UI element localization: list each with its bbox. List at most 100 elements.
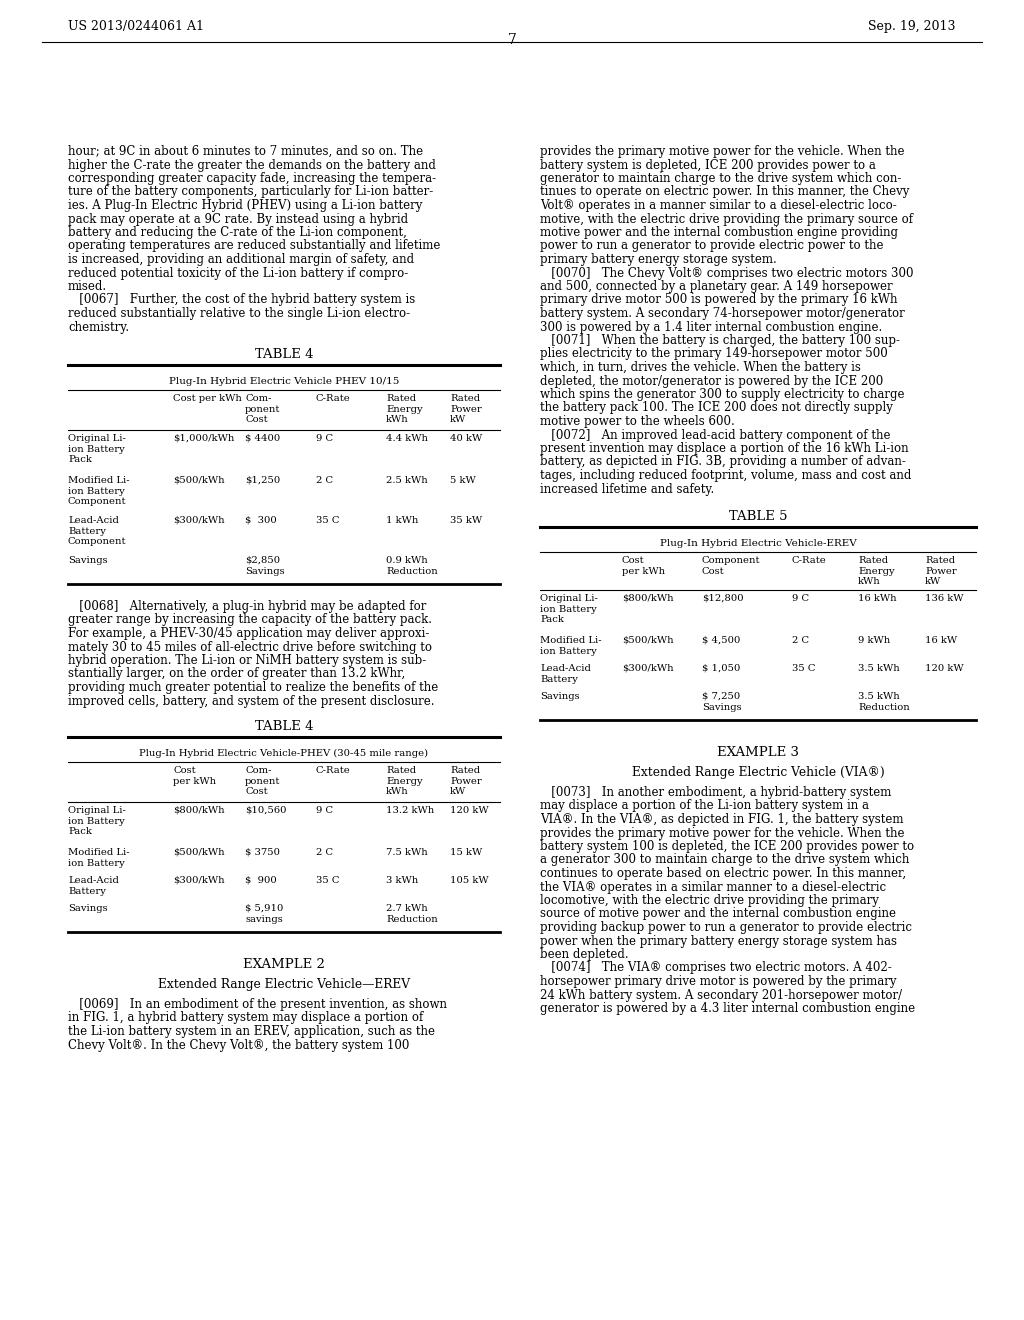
Text: For example, a PHEV-30/45 application may deliver approxi-: For example, a PHEV-30/45 application ma… (68, 627, 429, 640)
Text: [0072]   An improved lead-acid battery component of the: [0072] An improved lead-acid battery com… (540, 429, 891, 441)
Text: and 500, connected by a planetary gear. A 149 horsepower: and 500, connected by a planetary gear. … (540, 280, 893, 293)
Text: depleted, the motor/generator is powered by the ICE 200: depleted, the motor/generator is powered… (540, 375, 884, 388)
Text: [0067]   Further, the cost of the hybrid battery system is: [0067] Further, the cost of the hybrid b… (68, 293, 416, 306)
Text: reduced substantially relative to the single Li-ion electro-: reduced substantially relative to the si… (68, 308, 411, 319)
Text: reduced potential toxicity of the Li-ion battery if compro-: reduced potential toxicity of the Li-ion… (68, 267, 409, 280)
Text: battery system 100 is depleted, the ICE 200 provides power to: battery system 100 is depleted, the ICE … (540, 840, 914, 853)
Text: 7.5 kWh: 7.5 kWh (386, 847, 428, 857)
Text: 300 is powered by a 1.4 liter internal combustion engine.: 300 is powered by a 1.4 liter internal c… (540, 321, 883, 334)
Text: Rated
Energy
kWh: Rated Energy kWh (386, 393, 423, 425)
Text: $12,800: $12,800 (702, 594, 743, 603)
Text: battery, as depicted in FIG. 3B, providing a number of advan-: battery, as depicted in FIG. 3B, providi… (540, 455, 906, 469)
Text: motive power to the wheels 600.: motive power to the wheels 600. (540, 414, 735, 428)
Text: Original Li-
ion Battery
Pack: Original Li- ion Battery Pack (68, 807, 126, 837)
Text: Original Li-
ion Battery
Pack: Original Li- ion Battery Pack (540, 594, 598, 624)
Text: VIA®. In the VIA®, as depicted in FIG. 1, the battery system: VIA®. In the VIA®, as depicted in FIG. 1… (540, 813, 903, 826)
Text: Modified Li-
ion Battery: Modified Li- ion Battery (68, 847, 130, 867)
Text: tinues to operate on electric power. In this manner, the Chevy: tinues to operate on electric power. In … (540, 186, 909, 198)
Text: 2 C: 2 C (316, 477, 333, 484)
Text: improved cells, battery, and system of the present disclosure.: improved cells, battery, and system of t… (68, 694, 434, 708)
Text: 24 kWh battery system. A secondary 201-horsepower motor/: 24 kWh battery system. A secondary 201-h… (540, 989, 902, 1002)
Text: which spins the generator 300 to supply electricity to charge: which spins the generator 300 to supply … (540, 388, 904, 401)
Text: the VIA® operates in a similar manner to a diesel-electric: the VIA® operates in a similar manner to… (540, 880, 886, 894)
Text: Rated
Power
kW: Rated Power kW (450, 766, 481, 796)
Text: been depleted.: been depleted. (540, 948, 629, 961)
Text: providing backup power to run a generator to provide electric: providing backup power to run a generato… (540, 921, 912, 935)
Text: EXAMPLE 3: EXAMPLE 3 (717, 746, 799, 759)
Text: 4.4 kWh: 4.4 kWh (386, 434, 428, 444)
Text: 2 C: 2 C (316, 847, 333, 857)
Text: generator is powered by a 4.3 liter internal combustion engine: generator is powered by a 4.3 liter inte… (540, 1002, 915, 1015)
Text: 120 kW: 120 kW (925, 664, 964, 673)
Text: power when the primary battery energy storage system has: power when the primary battery energy st… (540, 935, 897, 948)
Text: Plug-In Hybrid Electric Vehicle-EREV: Plug-In Hybrid Electric Vehicle-EREV (659, 539, 856, 548)
Text: $  300: $ 300 (245, 516, 276, 525)
Text: TABLE 4: TABLE 4 (255, 719, 313, 733)
Text: mately 30 to 45 miles of all-electric drive before switching to: mately 30 to 45 miles of all-electric dr… (68, 640, 432, 653)
Text: $10,560: $10,560 (245, 807, 287, 814)
Text: Volt® operates in a manner similar to a diesel-electric loco-: Volt® operates in a manner similar to a … (540, 199, 897, 213)
Text: stantially larger, on the order of greater than 13.2 kWhr,: stantially larger, on the order of great… (68, 668, 406, 681)
Text: 35 kW: 35 kW (450, 516, 482, 525)
Text: EXAMPLE 2: EXAMPLE 2 (243, 958, 325, 972)
Text: $300/kWh: $300/kWh (173, 876, 224, 884)
Text: $800/kWh: $800/kWh (173, 807, 224, 814)
Text: 40 kW: 40 kW (450, 434, 482, 444)
Text: Com-
ponent
Cost: Com- ponent Cost (245, 393, 281, 425)
Text: $1,000/kWh: $1,000/kWh (173, 434, 234, 444)
Text: Component
Cost: Component Cost (702, 556, 761, 576)
Text: horsepower primary drive motor is powered by the primary: horsepower primary drive motor is powere… (540, 975, 896, 987)
Text: $1,250: $1,250 (245, 477, 281, 484)
Text: provides the primary motive power for the vehicle. When the: provides the primary motive power for th… (540, 145, 904, 158)
Text: 15 kW: 15 kW (450, 847, 482, 857)
Text: Lead-Acid
Battery
Component: Lead-Acid Battery Component (68, 516, 127, 546)
Text: Original Li-
ion Battery
Pack: Original Li- ion Battery Pack (68, 434, 126, 465)
Text: Sep. 19, 2013: Sep. 19, 2013 (868, 20, 956, 33)
Text: 13.2 kWh: 13.2 kWh (386, 807, 434, 814)
Text: 120 kW: 120 kW (450, 807, 488, 814)
Text: Extended Range Electric Vehicle (VIA®): Extended Range Electric Vehicle (VIA®) (632, 766, 885, 779)
Text: [0069]   In an embodiment of the present invention, as shown: [0069] In an embodiment of the present i… (68, 998, 447, 1011)
Text: Lead-Acid
Battery: Lead-Acid Battery (68, 876, 119, 896)
Text: ture of the battery components, particularly for Li-ion batter-: ture of the battery components, particul… (68, 186, 433, 198)
Text: provides the primary motive power for the vehicle. When the: provides the primary motive power for th… (540, 826, 904, 840)
Text: hour; at 9C in about 6 minutes to 7 minutes, and so on. The: hour; at 9C in about 6 minutes to 7 minu… (68, 145, 423, 158)
Text: providing much greater potential to realize the benefits of the: providing much greater potential to real… (68, 681, 438, 694)
Text: higher the C-rate the greater the demands on the battery and: higher the C-rate the greater the demand… (68, 158, 436, 172)
Text: tages, including reduced footprint, volume, mass and cost and: tages, including reduced footprint, volu… (540, 469, 911, 482)
Text: 2 C: 2 C (792, 636, 809, 645)
Text: Extended Range Electric Vehicle—EREV: Extended Range Electric Vehicle—EREV (158, 978, 410, 991)
Text: Rated
Power
kW: Rated Power kW (925, 556, 956, 586)
Text: C-Rate: C-Rate (316, 393, 351, 403)
Text: power to run a generator to provide electric power to the: power to run a generator to provide elec… (540, 239, 884, 252)
Text: a generator 300 to maintain charge to the drive system which: a generator 300 to maintain charge to th… (540, 854, 909, 866)
Text: $ 3750: $ 3750 (245, 847, 280, 857)
Text: Rated
Energy
kWh: Rated Energy kWh (386, 766, 423, 796)
Text: 5 kW: 5 kW (450, 477, 476, 484)
Text: 3 kWh: 3 kWh (386, 876, 418, 884)
Text: C-Rate: C-Rate (316, 766, 351, 775)
Text: source of motive power and the internal combustion engine: source of motive power and the internal … (540, 908, 896, 920)
Text: chemistry.: chemistry. (68, 321, 129, 334)
Text: Savings: Savings (540, 692, 580, 701)
Text: generator to maintain charge to the drive system which con-: generator to maintain charge to the driv… (540, 172, 901, 185)
Text: 16 kWh: 16 kWh (858, 594, 897, 603)
Text: [0073]   In another embodiment, a hybrid-battery system: [0073] In another embodiment, a hybrid-b… (540, 785, 891, 799)
Text: [0068]   Alternatively, a plug-in hybrid may be adapted for: [0068] Alternatively, a plug-in hybrid m… (68, 601, 426, 612)
Text: $500/kWh: $500/kWh (173, 847, 224, 857)
Text: 7: 7 (508, 33, 516, 48)
Text: Plug-In Hybrid Electric Vehicle-PHEV (30-45 mile range): Plug-In Hybrid Electric Vehicle-PHEV (30… (139, 748, 429, 758)
Text: 9 C: 9 C (316, 434, 333, 444)
Text: $500/kWh: $500/kWh (173, 477, 224, 484)
Text: mised.: mised. (68, 280, 108, 293)
Text: corresponding greater capacity fade, increasing the tempera-: corresponding greater capacity fade, inc… (68, 172, 436, 185)
Text: Rated
Power
kW: Rated Power kW (450, 393, 481, 425)
Text: increased lifetime and safety.: increased lifetime and safety. (540, 483, 715, 495)
Text: greater range by increasing the capacity of the battery pack.: greater range by increasing the capacity… (68, 614, 432, 627)
Text: Cost per kWh: Cost per kWh (173, 393, 242, 403)
Text: [0074]   The VIA® comprises two electric motors. A 402-: [0074] The VIA® comprises two electric m… (540, 961, 892, 974)
Text: the Li-ion battery system in an EREV, application, such as the: the Li-ion battery system in an EREV, ap… (68, 1026, 435, 1038)
Text: $800/kWh: $800/kWh (622, 594, 674, 603)
Text: $2,850
Savings: $2,850 Savings (245, 556, 285, 576)
Text: operating temperatures are reduced substantially and lifetime: operating temperatures are reduced subst… (68, 239, 440, 252)
